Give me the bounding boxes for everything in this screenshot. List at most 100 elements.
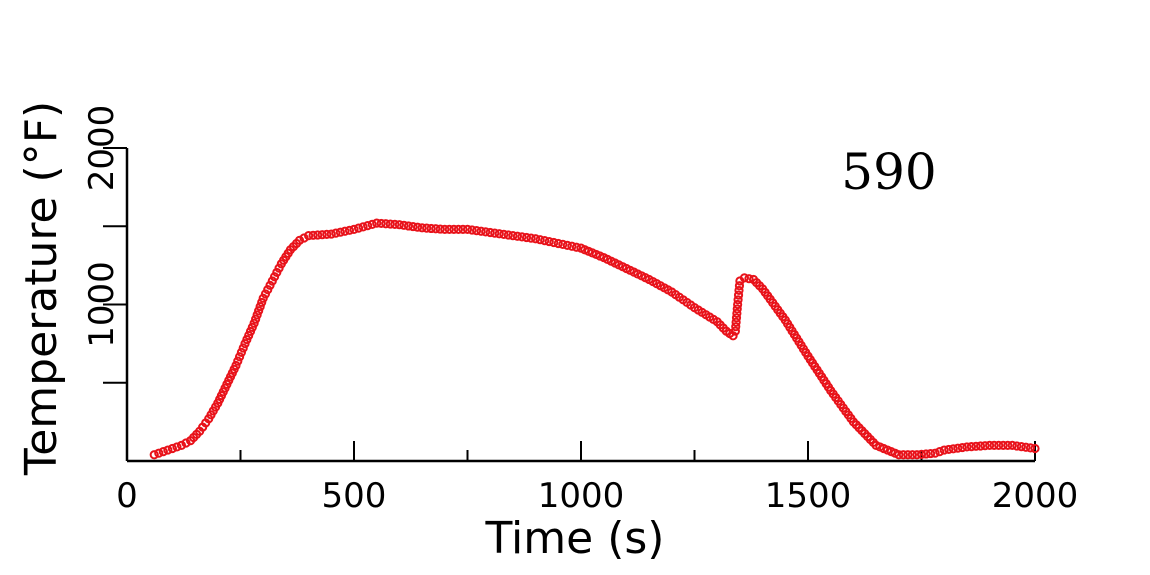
data-marker bbox=[1025, 443, 1036, 453]
y-tick-label: 2000 bbox=[82, 105, 122, 192]
x-tick-label: 0 bbox=[116, 476, 138, 516]
data-marker bbox=[467, 225, 477, 235]
data-point bbox=[304, 231, 314, 241]
data-point bbox=[912, 450, 922, 460]
data-point bbox=[326, 229, 336, 239]
data-marker bbox=[308, 230, 318, 240]
data-marker bbox=[957, 442, 967, 453]
data-marker bbox=[422, 223, 432, 233]
data-marker bbox=[403, 221, 414, 231]
data-marker bbox=[517, 232, 527, 242]
data-marker bbox=[385, 219, 395, 229]
data-marker bbox=[535, 235, 545, 245]
data-marker bbox=[744, 274, 754, 284]
data-marker bbox=[916, 449, 927, 459]
data-point bbox=[508, 231, 518, 241]
data-marker bbox=[567, 241, 577, 251]
data-marker bbox=[252, 310, 262, 320]
data-marker bbox=[257, 297, 267, 308]
data-marker bbox=[233, 356, 243, 366]
data-marker bbox=[471, 226, 482, 236]
data-marker bbox=[435, 224, 445, 234]
data-marker bbox=[907, 450, 918, 460]
data-marker bbox=[358, 222, 368, 232]
data-point bbox=[730, 326, 740, 336]
data-point bbox=[985, 440, 995, 450]
data-marker bbox=[426, 223, 436, 234]
data-marker bbox=[444, 224, 454, 234]
data-marker bbox=[948, 444, 958, 454]
data-point bbox=[176, 440, 187, 450]
data-marker bbox=[540, 236, 550, 246]
chart-tick-labels: 0 500 1000 1500 2000 1000 2000 bbox=[82, 105, 1078, 516]
data-marker bbox=[344, 225, 355, 235]
data-point bbox=[894, 450, 904, 460]
data-marker bbox=[549, 237, 559, 248]
x-tick-label: 1500 bbox=[765, 476, 852, 516]
data-marker bbox=[975, 441, 986, 451]
data-point bbox=[440, 224, 450, 234]
data-marker bbox=[731, 313, 742, 323]
data-marker bbox=[299, 233, 309, 243]
data-marker bbox=[989, 440, 999, 450]
data-marker bbox=[353, 223, 364, 233]
data-point bbox=[1007, 440, 1017, 450]
data-marker bbox=[363, 221, 373, 231]
data-marker bbox=[953, 443, 963, 453]
data-marker bbox=[399, 220, 409, 230]
data-marker bbox=[512, 231, 523, 241]
data-marker bbox=[1016, 442, 1026, 452]
data-marker bbox=[236, 347, 247, 357]
data-marker bbox=[172, 442, 182, 452]
data-marker bbox=[335, 227, 345, 237]
data-point bbox=[372, 218, 382, 228]
data-point bbox=[728, 331, 738, 341]
y-axis-title: Temperature (°F) bbox=[16, 101, 67, 476]
data-point bbox=[962, 442, 972, 452]
data-marker bbox=[971, 441, 981, 451]
data-marker bbox=[254, 306, 264, 316]
data-marker bbox=[390, 219, 400, 229]
data-point bbox=[417, 223, 427, 233]
data-marker bbox=[499, 229, 509, 239]
data-marker bbox=[154, 448, 164, 458]
data-marker bbox=[980, 441, 990, 451]
data-marker bbox=[733, 295, 743, 305]
data-marker bbox=[731, 322, 741, 332]
data-point bbox=[249, 318, 259, 328]
data-marker bbox=[476, 226, 486, 236]
x-tick-label: 1000 bbox=[538, 476, 625, 516]
data-marker bbox=[412, 222, 423, 232]
x-tick-label: 2000 bbox=[992, 476, 1079, 516]
data-marker bbox=[1021, 442, 1031, 452]
x-tick-label: 500 bbox=[322, 476, 387, 516]
data-marker bbox=[733, 290, 744, 300]
data-marker bbox=[481, 227, 491, 237]
data-marker bbox=[181, 438, 191, 448]
data-point bbox=[733, 299, 743, 310]
data-marker bbox=[903, 450, 913, 460]
chart-annotation: 590 bbox=[841, 143, 936, 201]
x-axis-title: Time (s) bbox=[485, 513, 665, 564]
data-marker bbox=[331, 228, 341, 238]
data-marker bbox=[503, 230, 513, 240]
data-point bbox=[294, 235, 305, 245]
data-point bbox=[149, 450, 159, 460]
data-marker bbox=[408, 221, 418, 232]
data-point bbox=[1030, 443, 1040, 454]
data-point bbox=[553, 238, 563, 249]
data-point bbox=[394, 220, 404, 230]
data-marker bbox=[1012, 441, 1022, 451]
data-marker bbox=[562, 240, 572, 250]
data-marker bbox=[313, 230, 323, 240]
data-point bbox=[531, 234, 541, 244]
data-marker bbox=[494, 229, 504, 239]
data-marker bbox=[490, 228, 500, 238]
data-marker bbox=[734, 281, 745, 291]
data-marker bbox=[376, 218, 386, 229]
data-point bbox=[939, 445, 949, 455]
data-point bbox=[462, 224, 473, 234]
data-point bbox=[930, 448, 940, 458]
data-marker bbox=[732, 304, 742, 314]
